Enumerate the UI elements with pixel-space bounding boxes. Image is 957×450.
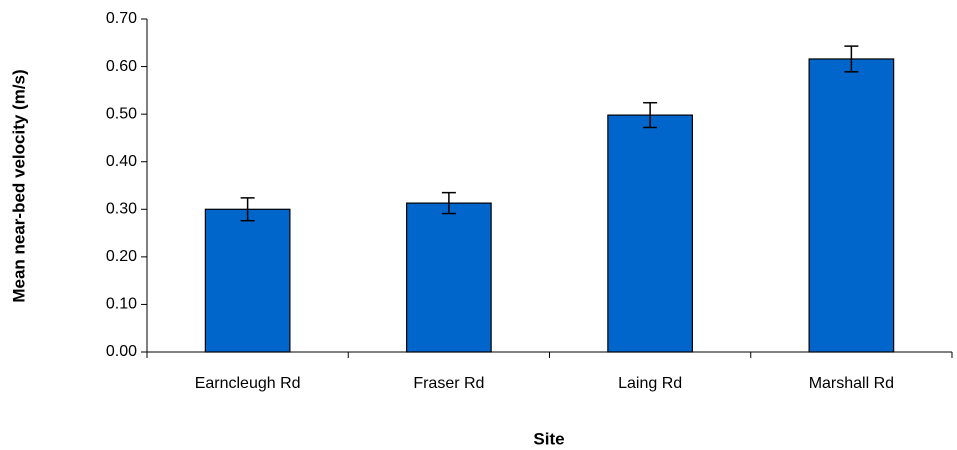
bar xyxy=(204,208,291,353)
error-bar xyxy=(441,191,456,215)
y-tick-label: 0.10 xyxy=(106,296,137,313)
bar xyxy=(808,58,895,353)
y-tick-label: 0.70 xyxy=(106,10,137,27)
y-tick-label: 0.50 xyxy=(106,105,137,122)
x-tick-label: Earncleugh Rd xyxy=(195,375,301,392)
bar xyxy=(406,202,492,353)
y-tick-label: 0.00 xyxy=(106,343,137,360)
bar xyxy=(607,114,693,353)
error-bar xyxy=(240,197,255,222)
x-tick-label: Laing Rd xyxy=(618,375,682,392)
y-tick-label: 0.20 xyxy=(106,248,137,265)
y-tick-label: 0.40 xyxy=(106,153,137,170)
x-axis-title: Site xyxy=(533,429,564,448)
y-axis-title: Mean near-bed velocity (m/s) xyxy=(9,69,28,302)
x-tick-label: Fraser Rd xyxy=(413,375,484,392)
y-tick-label: 0.60 xyxy=(106,58,137,75)
y-tick-label: 0.30 xyxy=(106,201,137,218)
error-bar xyxy=(844,45,859,73)
x-tick-label: Marshall Rd xyxy=(809,375,894,392)
error-bar xyxy=(643,101,658,129)
